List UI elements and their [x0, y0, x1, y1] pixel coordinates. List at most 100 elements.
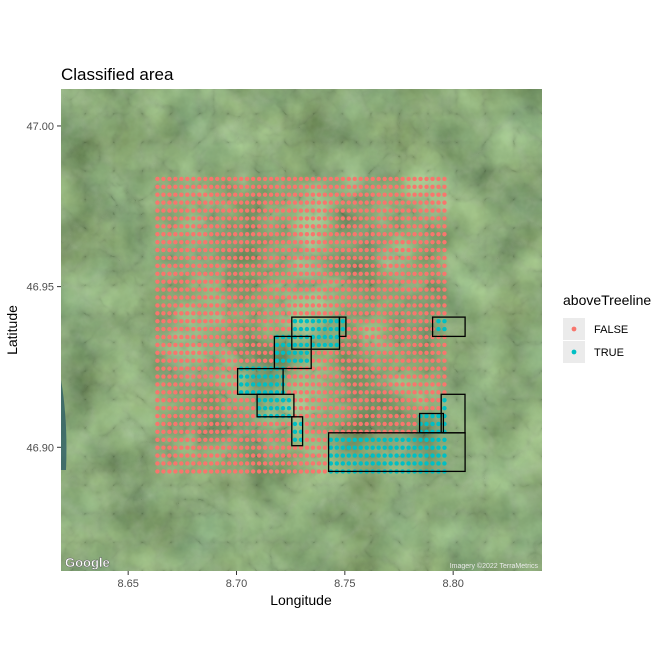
point-false — [316, 208, 322, 213]
point-false — [221, 287, 226, 292]
point-false — [430, 184, 435, 190]
point-false — [394, 382, 399, 387]
point-false — [418, 255, 423, 261]
point-false — [442, 263, 447, 269]
point-true — [334, 445, 340, 450]
point-false — [226, 232, 232, 237]
point-false — [322, 405, 328, 411]
point-false — [418, 398, 423, 403]
point-false — [388, 342, 393, 348]
point-true — [334, 334, 340, 340]
point-false — [388, 247, 393, 253]
point-false — [352, 247, 357, 253]
point-false — [191, 461, 196, 466]
point-false — [436, 208, 441, 213]
point-false — [280, 271, 286, 276]
point-false — [250, 461, 256, 466]
point-false — [268, 350, 274, 356]
point-false — [442, 382, 447, 387]
point-true — [328, 319, 334, 324]
point-false — [376, 319, 381, 324]
point-true — [316, 326, 322, 332]
point-true — [262, 382, 268, 387]
point-false — [316, 421, 322, 427]
point-false — [232, 287, 238, 292]
point-false — [394, 350, 399, 356]
point-false — [316, 445, 322, 450]
point-false — [185, 319, 190, 324]
point-false — [185, 184, 190, 190]
point-false — [155, 239, 160, 245]
point-false — [262, 295, 268, 300]
point-false — [328, 311, 334, 316]
point-true — [412, 445, 417, 450]
point-false — [298, 239, 304, 245]
point-false — [197, 303, 202, 308]
point-false — [304, 232, 310, 237]
point-false — [286, 192, 292, 197]
point-false — [382, 303, 387, 308]
point-false — [412, 279, 417, 284]
point-false — [238, 453, 244, 458]
point-false — [292, 224, 298, 229]
point-false — [376, 382, 381, 387]
point-false — [161, 232, 166, 237]
point-false — [274, 326, 280, 332]
point-false — [316, 232, 322, 237]
point-false — [340, 271, 345, 276]
point-false — [161, 176, 166, 182]
point-false — [256, 469, 262, 474]
point-false — [226, 279, 232, 284]
point-false — [310, 437, 316, 442]
point-false — [304, 287, 310, 292]
point-false — [292, 303, 298, 308]
point-false — [232, 263, 238, 269]
point-false — [256, 295, 262, 300]
point-false — [334, 390, 340, 395]
point-false — [364, 398, 369, 403]
point-true — [268, 405, 274, 411]
point-false — [400, 358, 405, 363]
point-false — [322, 232, 328, 237]
point-false — [358, 342, 363, 348]
point-false — [442, 208, 447, 213]
point-false — [215, 374, 220, 379]
point-false — [310, 247, 316, 253]
point-false — [232, 255, 238, 261]
point-false — [256, 342, 262, 348]
point-false — [382, 326, 387, 332]
point-false — [161, 200, 166, 205]
point-false — [173, 398, 178, 403]
point-false — [209, 398, 214, 403]
point-false — [232, 184, 238, 190]
point-false — [197, 334, 202, 340]
point-false — [197, 232, 202, 237]
point-false — [400, 311, 405, 316]
point-false — [352, 232, 357, 237]
point-false — [358, 413, 363, 419]
point-false — [221, 342, 226, 348]
point-false — [382, 287, 387, 292]
point-false — [316, 350, 322, 356]
point-false — [436, 216, 441, 221]
point-false — [179, 200, 184, 205]
point-false — [191, 224, 196, 229]
point-false — [412, 232, 417, 237]
point-false — [418, 208, 423, 213]
point-false — [268, 461, 274, 466]
point-true — [256, 405, 262, 411]
point-true — [376, 453, 381, 458]
point-false — [334, 224, 340, 229]
point-true — [370, 445, 375, 450]
point-false — [221, 390, 226, 395]
point-false — [310, 287, 316, 292]
point-false — [256, 437, 262, 442]
point-false — [197, 247, 202, 253]
point-false — [442, 287, 447, 292]
point-false — [203, 208, 208, 213]
point-false — [250, 405, 256, 411]
point-true — [292, 437, 298, 442]
point-false — [238, 437, 244, 442]
point-true — [388, 437, 393, 442]
point-false — [352, 279, 357, 284]
